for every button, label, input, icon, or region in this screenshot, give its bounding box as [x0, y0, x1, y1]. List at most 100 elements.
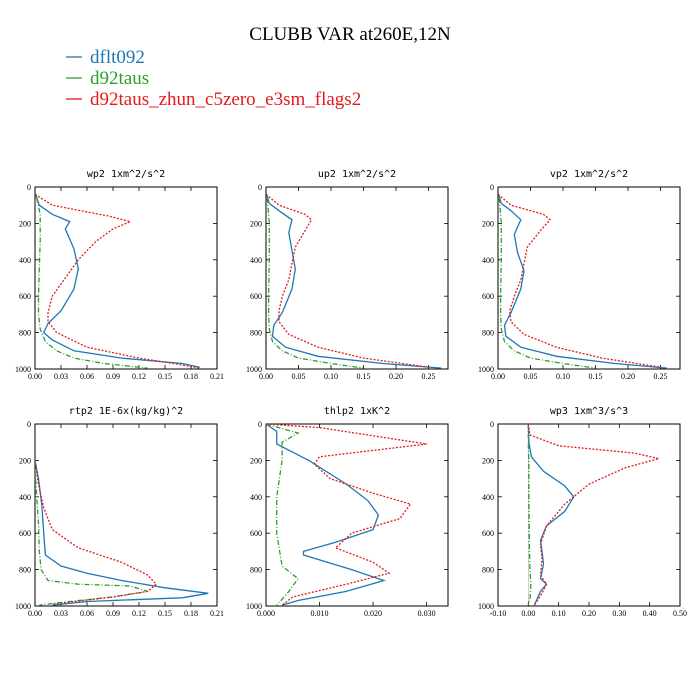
y-tick-label: 800 [19, 566, 31, 575]
y-tick-label: 0 [27, 183, 31, 192]
plot-frame [265, 423, 449, 607]
x-tick-label: 0.20 [621, 372, 635, 381]
x-tick-label: 0.05 [292, 372, 306, 381]
x-tick-label: 0.25 [654, 372, 668, 381]
y-tick-label: 200 [19, 456, 31, 465]
series-line-d92taus [266, 424, 300, 606]
panel-title: up2 1xm^2/s^2 [318, 169, 396, 180]
y-tick-label: 800 [482, 566, 494, 575]
plot-frame [497, 186, 681, 370]
y-tick-label: 600 [250, 529, 262, 538]
y-tick-label: 400 [250, 256, 262, 265]
x-tick-label: 0.15 [158, 372, 172, 381]
y-tick-label: 0 [258, 420, 262, 429]
x-tick-label: 0.03 [54, 609, 68, 618]
x-tick-label: 0.09 [106, 609, 120, 618]
panel-title: wp3 1xm^3/s^3 [550, 406, 628, 417]
y-tick-label: 400 [482, 256, 494, 265]
y-tick-label: 1000 [478, 602, 494, 611]
x-tick-label: 0.030 [418, 609, 436, 618]
x-tick-label: 0.09 [106, 372, 120, 381]
x-tick-label: 0.10 [324, 372, 338, 381]
x-tick-label: 0.20 [582, 609, 596, 618]
y-tick-label: 800 [482, 329, 494, 338]
x-tick-label: 0.12 [132, 609, 146, 618]
plot-frame [34, 186, 218, 370]
x-tick-label: 0.20 [389, 372, 403, 381]
x-tick-label: 0.12 [132, 372, 146, 381]
x-tick-label: 0.06 [80, 372, 94, 381]
y-tick-label: 400 [19, 493, 31, 502]
series-line-d92taus-zhun-c5zero-e3sm-flags2 [35, 463, 158, 605]
y-tick-label: 200 [482, 219, 494, 228]
x-tick-label: 0.18 [184, 609, 198, 618]
legend-label-d92taus: d92taus [90, 68, 149, 89]
x-tick-label: 0.06 [80, 609, 94, 618]
y-tick-label: 600 [482, 529, 494, 538]
plot-frame [34, 423, 218, 607]
panel-5: thlp2 1xK^2 0.000 0.010 0.020 0.030 0 200 400 60… [246, 406, 449, 618]
series-line-d92taus [498, 197, 596, 369]
series-line-d92taus-zhun-c5zero-e3sm-flags2 [266, 424, 427, 606]
x-tick-label: 0.50 [673, 609, 687, 618]
panel-title: vp2 1xm^2/s^2 [550, 169, 628, 180]
x-tick-label: 0.00 [491, 372, 505, 381]
x-tick-label: 0.020 [364, 609, 382, 618]
y-tick-label: 400 [482, 493, 494, 502]
y-tick-label: 1000 [15, 602, 31, 611]
y-tick-label: 400 [19, 256, 31, 265]
y-tick-label: 600 [19, 292, 31, 301]
x-tick-label: 0.30 [612, 609, 626, 618]
panel-1: wp2 1xm^2/s^2 0.00 0.03 0.06 0.09 0.12 0.15 0.1… [15, 169, 224, 381]
x-tick-label: 0.00 [259, 372, 273, 381]
x-tick-label: 0.15 [158, 609, 172, 618]
plot-frame [265, 186, 449, 370]
panels-group: wp2 1xm^2/s^2 0.00 0.03 0.06 0.09 0.12 0.15 0.1… [15, 169, 687, 618]
panel-2: up2 1xm^2/s^2 0.00 0.05 0.10 0.15 0.20 0.25 0 20… [246, 169, 449, 381]
panel-6: wp3 1xm^3/s^3 -0.10 0.00 0.10 0.20 0.30 0.40 0.… [478, 406, 687, 618]
panel-3: vp2 1xm^2/s^2 0.00 0.05 0.10 0.15 0.20 0.25 0 20… [478, 169, 681, 381]
y-tick-label: 200 [250, 219, 262, 228]
x-tick-label: 0.00 [521, 609, 535, 618]
legend: dflt092 d92taus d92taus_zhun_c5zero_e3sm… [66, 47, 361, 110]
series-line-d92taus [527, 424, 532, 606]
series-line-dflt092 [35, 192, 200, 368]
x-tick-label: 0.18 [184, 372, 198, 381]
series-line-d92taus-zhun-c5zero-e3sm-flags2 [266, 193, 429, 368]
legend-label-d92taus-zhun: d92taus_zhun_c5zero_e3sm_flags2 [90, 89, 361, 110]
y-tick-label: 1000 [478, 365, 494, 374]
x-tick-label: 0.000 [257, 609, 275, 618]
y-tick-label: 1000 [15, 365, 31, 374]
y-tick-label: 600 [482, 292, 494, 301]
series-line-dflt092 [527, 424, 575, 606]
x-tick-label: 0.00 [28, 609, 42, 618]
x-tick-label: 0.21 [210, 609, 224, 618]
series-line-d92taus [35, 469, 148, 606]
chart-title: CLUBB VAR at260E,12N [249, 24, 451, 45]
x-tick-label: 0.15 [589, 372, 603, 381]
x-tick-label: 0.05 [524, 372, 538, 381]
x-tick-label: 0.10 [552, 609, 566, 618]
y-tick-label: 600 [19, 529, 31, 538]
x-tick-label: 0.010 [311, 609, 329, 618]
y-tick-label: 800 [250, 329, 262, 338]
series-line-dflt092 [266, 192, 442, 369]
series-line-dflt092 [266, 424, 386, 606]
y-tick-label: 1000 [246, 602, 262, 611]
y-tick-label: 0 [490, 183, 494, 192]
series-line-d92taus-zhun-c5zero-e3sm-flags2 [35, 193, 200, 369]
x-tick-label: 0.25 [422, 372, 436, 381]
x-tick-label: 0.03 [54, 372, 68, 381]
panel-title: thlp2 1xK^2 [324, 406, 390, 417]
panel-title: rtp2 1E-6x(kg/kg)^2 [69, 406, 183, 417]
x-tick-label: -0.10 [490, 609, 507, 618]
series-line-d92taus [36, 197, 148, 369]
y-tick-label: 400 [250, 493, 262, 502]
legend-label-dflt092: dflt092 [90, 47, 145, 68]
y-tick-label: 200 [19, 219, 31, 228]
y-tick-label: 0 [27, 420, 31, 429]
panel-4: rtp2 1E-6x(kg/kg)^2 0.00 0.03 0.06 0.09 0.12 0… [15, 406, 224, 618]
y-tick-label: 1000 [246, 365, 262, 374]
series-line-dflt092 [498, 192, 668, 369]
